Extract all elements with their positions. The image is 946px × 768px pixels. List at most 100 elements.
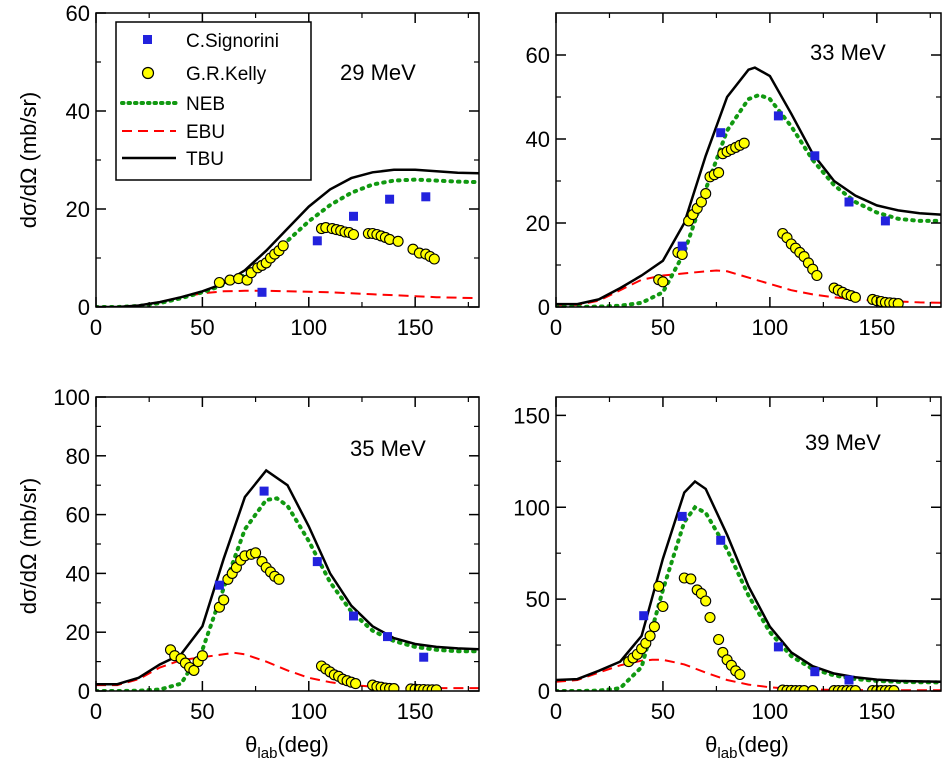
- x-axis-label-left: θlab(deg): [245, 732, 329, 762]
- x-tick-label: 0: [90, 699, 102, 724]
- signorini-point: [773, 642, 783, 652]
- y-tick-label: 20: [66, 197, 90, 222]
- kelly-point: [676, 248, 688, 261]
- y-tick-label: 60: [526, 43, 550, 68]
- signorini-point: [773, 111, 783, 121]
- y-tick-label: 100: [513, 495, 550, 520]
- y-axis-label-bottom: dσ/dΩ (mb/sr): [16, 478, 41, 614]
- x-tick-label: 150: [397, 315, 434, 340]
- legend: C.Signorini G.R.Kelly NEB EBU TBU: [115, 21, 312, 181]
- signorini-point: [716, 128, 726, 138]
- signorini-point: [677, 511, 687, 521]
- x-tick-label: 50: [651, 315, 675, 340]
- kelly-point: [250, 547, 262, 559]
- x-axis-label-unit: (deg): [737, 732, 788, 757]
- x-axis-label-subscript: lab: [717, 745, 737, 762]
- kelly-point: [188, 664, 200, 676]
- kelly-point: [273, 573, 285, 585]
- tbu-curve: [96, 168, 479, 307]
- y-tick-label: 20: [526, 211, 550, 236]
- signorini-point: [257, 287, 267, 297]
- x-tick-label: 100: [752, 315, 789, 340]
- signorini-point: [810, 667, 820, 677]
- plot-frame: [555, 12, 942, 308]
- signorini-point: [349, 211, 358, 221]
- panel-label: 33 MeV: [810, 40, 886, 65]
- kelly-point: [644, 630, 656, 642]
- panel-label: 35 MeV: [350, 436, 426, 461]
- kelly-point: [648, 621, 660, 633]
- y-tick-label: 150: [513, 403, 550, 428]
- kelly-point: [347, 228, 360, 241]
- x-tick-label: 50: [190, 699, 214, 724]
- legend-ebu-label: EBU: [186, 122, 225, 143]
- kelly-point: [653, 580, 665, 592]
- x-tick-label: 150: [397, 699, 434, 724]
- signorini-point: [385, 194, 395, 204]
- tbu-curve: [556, 66, 941, 306]
- x-tick-label: 0: [550, 315, 562, 340]
- panel-35-mev: 0 50 100 150 0 20 40 60 80 100: [53, 385, 480, 724]
- y-tick-label: 60: [66, 1, 90, 26]
- x-tick-label: 50: [651, 699, 675, 724]
- panel-29-mev: 0 50 100 150 0 20 40 60: [66, 1, 480, 340]
- signorini-point: [383, 632, 392, 642]
- neb-curve: [556, 92, 941, 307]
- signorini-point: [349, 611, 358, 621]
- x-axis-label-symbol: θ: [245, 732, 257, 757]
- neb-curve: [556, 504, 941, 691]
- y-tick-label: 100: [53, 385, 90, 410]
- x-tick-label: 150: [858, 699, 895, 724]
- signorini-point: [419, 652, 429, 662]
- kelly-point: [738, 137, 750, 149]
- x-axis-label-subscript: lab: [257, 745, 277, 762]
- x-tick-label: 0: [550, 699, 562, 724]
- tbu-curve: [556, 479, 941, 684]
- ebu-curve: [96, 289, 479, 307]
- x-tick-label: 100: [290, 699, 327, 724]
- signorini-point: [677, 241, 687, 251]
- kelly-point: [685, 573, 697, 585]
- x-tick-label: 50: [190, 315, 214, 340]
- kelly-point: [388, 683, 400, 691]
- plot-area: [556, 66, 941, 307]
- kelly-point: [392, 235, 404, 247]
- signorini-point: [844, 197, 854, 207]
- y-tick-label: 20: [66, 620, 90, 645]
- legend-signorini-marker: [143, 35, 152, 44]
- panel-39-mev: 0 50 100 150 0 50 100 150: [513, 396, 942, 724]
- legend-signorini-label: C.Signorini: [186, 31, 279, 52]
- kelly-point: [657, 276, 669, 288]
- y-axis-label-top: dσ/dΩ (mb/sr): [16, 92, 41, 228]
- kelly-point: [428, 253, 440, 265]
- signorini-point: [639, 611, 649, 621]
- plot-area: [96, 468, 479, 691]
- kelly-point: [213, 276, 225, 289]
- signorini-point: [421, 192, 431, 202]
- kelly-point: [704, 611, 716, 624]
- signorini-point: [844, 675, 854, 685]
- kelly-point: [700, 188, 712, 200]
- plot-frame: [555, 396, 942, 692]
- x-tick-label: 150: [858, 315, 895, 340]
- legend-tbu-label: TBU: [186, 149, 224, 170]
- kelly-point: [196, 650, 208, 662]
- kelly-point: [849, 291, 861, 303]
- y-tick-label: 60: [66, 503, 90, 528]
- kelly-point: [811, 269, 823, 282]
- y-tick-label: 80: [66, 444, 90, 469]
- y-tick-label: 40: [66, 99, 90, 124]
- y-tick-label: 40: [66, 561, 90, 586]
- y-tick-label: 0: [78, 679, 90, 704]
- tbu-curve: [96, 468, 479, 686]
- kelly-point: [277, 240, 289, 252]
- neb-curve: [96, 177, 479, 307]
- y-tick-label: 0: [78, 295, 90, 320]
- panel-label: 39 MeV: [805, 430, 881, 455]
- legend-kelly-marker: [141, 66, 155, 80]
- signorini-point: [810, 151, 820, 161]
- x-axis-label-unit: (deg): [277, 732, 328, 757]
- signorini-point: [880, 216, 890, 226]
- panel-label: 29 MeV: [340, 60, 416, 85]
